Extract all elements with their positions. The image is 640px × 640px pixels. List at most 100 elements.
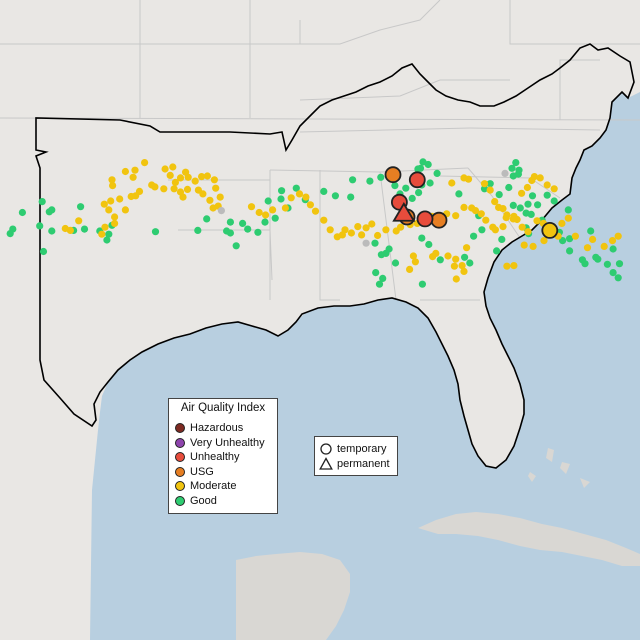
moderate-station-marker	[411, 258, 419, 266]
moderate-station-marker	[121, 167, 129, 176]
legend-item-good: Good	[175, 494, 217, 508]
bahamas-islands	[528, 448, 590, 488]
moderate-station-marker	[320, 216, 328, 224]
moderate-station-marker	[614, 232, 622, 240]
legend-swatch	[175, 481, 185, 491]
good-station-marker	[516, 204, 524, 212]
moderate-station-marker	[540, 237, 548, 245]
good-station-marker	[498, 235, 506, 243]
good-station-marker	[9, 225, 17, 233]
good-station-marker	[466, 259, 474, 267]
moderate-station-marker	[306, 201, 314, 209]
good-station-marker	[232, 242, 240, 250]
good-station-marker	[391, 259, 400, 267]
legend-item-hazardous: Hazardous	[175, 421, 243, 435]
moderate-station-marker	[101, 223, 109, 231]
moderate-station-marker	[358, 231, 366, 239]
unhealthy-station-marker	[408, 171, 426, 189]
moderate-station-marker	[510, 262, 518, 270]
moderate-station-marker	[108, 176, 116, 184]
good-station-marker	[419, 158, 427, 166]
moderate-station-marker	[179, 193, 187, 201]
moderate-station-marker	[247, 203, 256, 211]
moderate-station-marker	[161, 165, 169, 173]
good-station-marker	[505, 183, 513, 192]
good-station-marker	[470, 232, 478, 240]
good-station-marker	[559, 237, 567, 245]
moderate-station-marker	[463, 244, 471, 252]
station-type-legend: temporary permanent	[314, 436, 398, 476]
good-station-marker	[426, 179, 434, 187]
good-station-marker	[347, 193, 355, 201]
good-station-marker	[366, 177, 374, 185]
legend-label: Hazardous	[190, 422, 244, 434]
good-station-marker	[372, 269, 380, 277]
moderate-station-marker	[382, 226, 390, 234]
moderate-station-marker	[362, 224, 370, 232]
shape-legend-item-permanent: permanent	[319, 457, 390, 471]
moderate-station-marker	[523, 183, 532, 192]
moderate-station-marker	[98, 230, 106, 238]
moderate-station-marker	[460, 203, 468, 211]
yucatan-peninsula	[236, 552, 350, 640]
good-station-marker	[603, 260, 612, 268]
moderate-station-marker	[509, 215, 517, 223]
legend-label: Moderate	[190, 480, 237, 492]
moderate-station-marker	[199, 190, 207, 198]
good-station-marker	[18, 208, 26, 217]
moderate-station-marker	[480, 180, 489, 188]
good-station-marker	[581, 260, 589, 268]
moderate-station-marker	[477, 210, 485, 218]
moderate-station-marker	[409, 252, 417, 260]
moderate-station-marker	[295, 190, 304, 198]
good-station-marker	[105, 230, 113, 238]
good-station-marker	[528, 192, 537, 200]
cuba-island	[418, 512, 640, 566]
moderate-station-marker	[368, 220, 376, 228]
good-station-marker	[320, 187, 328, 195]
moderate-station-marker	[281, 204, 289, 212]
usg-station-marker	[384, 166, 402, 184]
good-station-marker	[455, 190, 463, 198]
good-station-marker	[550, 197, 558, 205]
good-station-marker	[48, 206, 56, 214]
alert-stations	[384, 166, 559, 239]
good-station-marker	[425, 240, 433, 249]
moderate-station-marker	[536, 174, 544, 182]
good-station-marker	[609, 269, 617, 277]
moderate-station-marker	[311, 207, 320, 215]
moderate-station-marker	[129, 173, 137, 181]
moderate-station-marker	[452, 255, 460, 263]
moderate-alert-station-marker	[541, 221, 559, 239]
good-station-marker	[587, 227, 595, 235]
moderate-station-marker	[533, 217, 541, 225]
legend-title: Air Quality Index	[180, 402, 266, 414]
good-stations	[6, 158, 624, 288]
moderate-station-marker	[111, 213, 119, 221]
moderate-station-marker	[141, 159, 149, 167]
moderate-station-marker	[491, 226, 499, 234]
aqi-legend: Air Quality Index Hazardous Very Unhealth…	[168, 398, 278, 514]
good-station-marker	[564, 206, 572, 214]
no-data-station-marker	[362, 239, 370, 247]
moderate-station-marker	[543, 181, 551, 189]
moderate-station-marker	[518, 223, 526, 231]
moderate-station-marker	[176, 174, 185, 182]
shape-legend-label: permanent	[337, 458, 390, 470]
good-station-marker	[239, 219, 247, 227]
moderate-station-marker	[600, 242, 608, 250]
moderate-station-marker	[589, 235, 597, 243]
moderate-station-marker	[374, 231, 382, 240]
good-station-marker	[278, 187, 286, 195]
good-station-marker	[609, 245, 617, 253]
moderate-station-marker	[452, 275, 460, 283]
moderate-station-marker	[287, 194, 295, 202]
moderate-station-marker	[460, 267, 468, 275]
moderate-station-marker	[255, 208, 263, 217]
moderate-station-marker	[166, 171, 174, 179]
good-station-marker	[203, 215, 211, 223]
moderate-station-marker	[397, 223, 405, 231]
moderate-station-marker	[160, 185, 168, 193]
